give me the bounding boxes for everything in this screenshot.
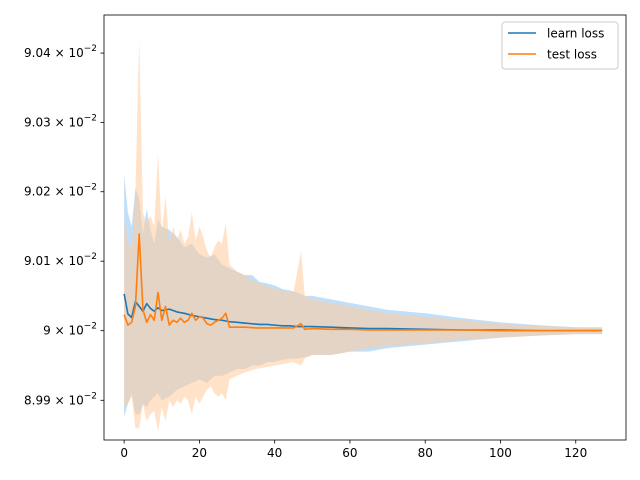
y-tick-exponent: −2 <box>84 252 97 262</box>
x-tick-label: 20 <box>192 446 207 460</box>
y-tick-exponent: −2 <box>84 113 97 123</box>
y-axis-ticks: 8.99 × 10−29 × 10−29.01 × 10−29.02 × 10−… <box>24 44 104 407</box>
axes-spines <box>103 14 627 441</box>
y-tick-mantissa: 9.04 <box>24 46 51 60</box>
y-tick-exponent: −2 <box>84 322 97 332</box>
x-tick-label: 40 <box>267 446 282 460</box>
y-tick-mantissa: 9.03 <box>24 115 51 129</box>
x-axis-ticks: 0 20 40 60 80 100 120 <box>120 440 587 460</box>
axes-frame <box>103 14 627 441</box>
y-tick-base: × 10 <box>55 185 84 199</box>
legend: learn loss test loss <box>501 21 619 70</box>
legend-label-test: test loss <box>547 48 597 62</box>
y-tick-label: 9 × 10−2 <box>43 322 97 338</box>
y-tick-base: × 10 <box>55 115 84 129</box>
y-tick-base: × 10 <box>55 393 84 407</box>
y-tick-mantissa: 9.02 <box>24 185 51 199</box>
y-tick-label: 8.99 × 10−2 <box>24 391 97 407</box>
x-tick-label: 60 <box>342 446 357 460</box>
legend-label-learn: learn loss <box>547 27 604 41</box>
plot-area <box>123 39 603 432</box>
y-tick-base: × 10 <box>55 46 84 60</box>
y-tick-base: × 10 <box>55 324 84 338</box>
y-tick-mantissa: 8.99 <box>24 393 51 407</box>
series-band-test <box>124 39 603 432</box>
y-tick-exponent: −2 <box>84 44 97 54</box>
y-tick-mantissa: 9.01 <box>24 254 51 268</box>
y-tick-label: 9.01 × 10−2 <box>24 252 97 268</box>
y-tick-exponent: −2 <box>84 391 97 401</box>
y-tick-base: × 10 <box>55 254 84 268</box>
y-tick-exponent: −2 <box>84 183 97 193</box>
x-tick-label: 120 <box>564 446 587 460</box>
y-tick-mantissa: 9 <box>43 324 51 338</box>
x-tick-label: 0 <box>120 446 128 460</box>
series-points-test <box>124 233 603 331</box>
y-tick-label: 9.04 × 10−2 <box>24 44 97 60</box>
y-tick-label: 9.03 × 10−2 <box>24 113 97 129</box>
x-tick-label: 80 <box>418 446 433 460</box>
x-tick-label: 100 <box>489 446 512 460</box>
y-tick-label: 9.02 × 10−2 <box>24 183 97 199</box>
